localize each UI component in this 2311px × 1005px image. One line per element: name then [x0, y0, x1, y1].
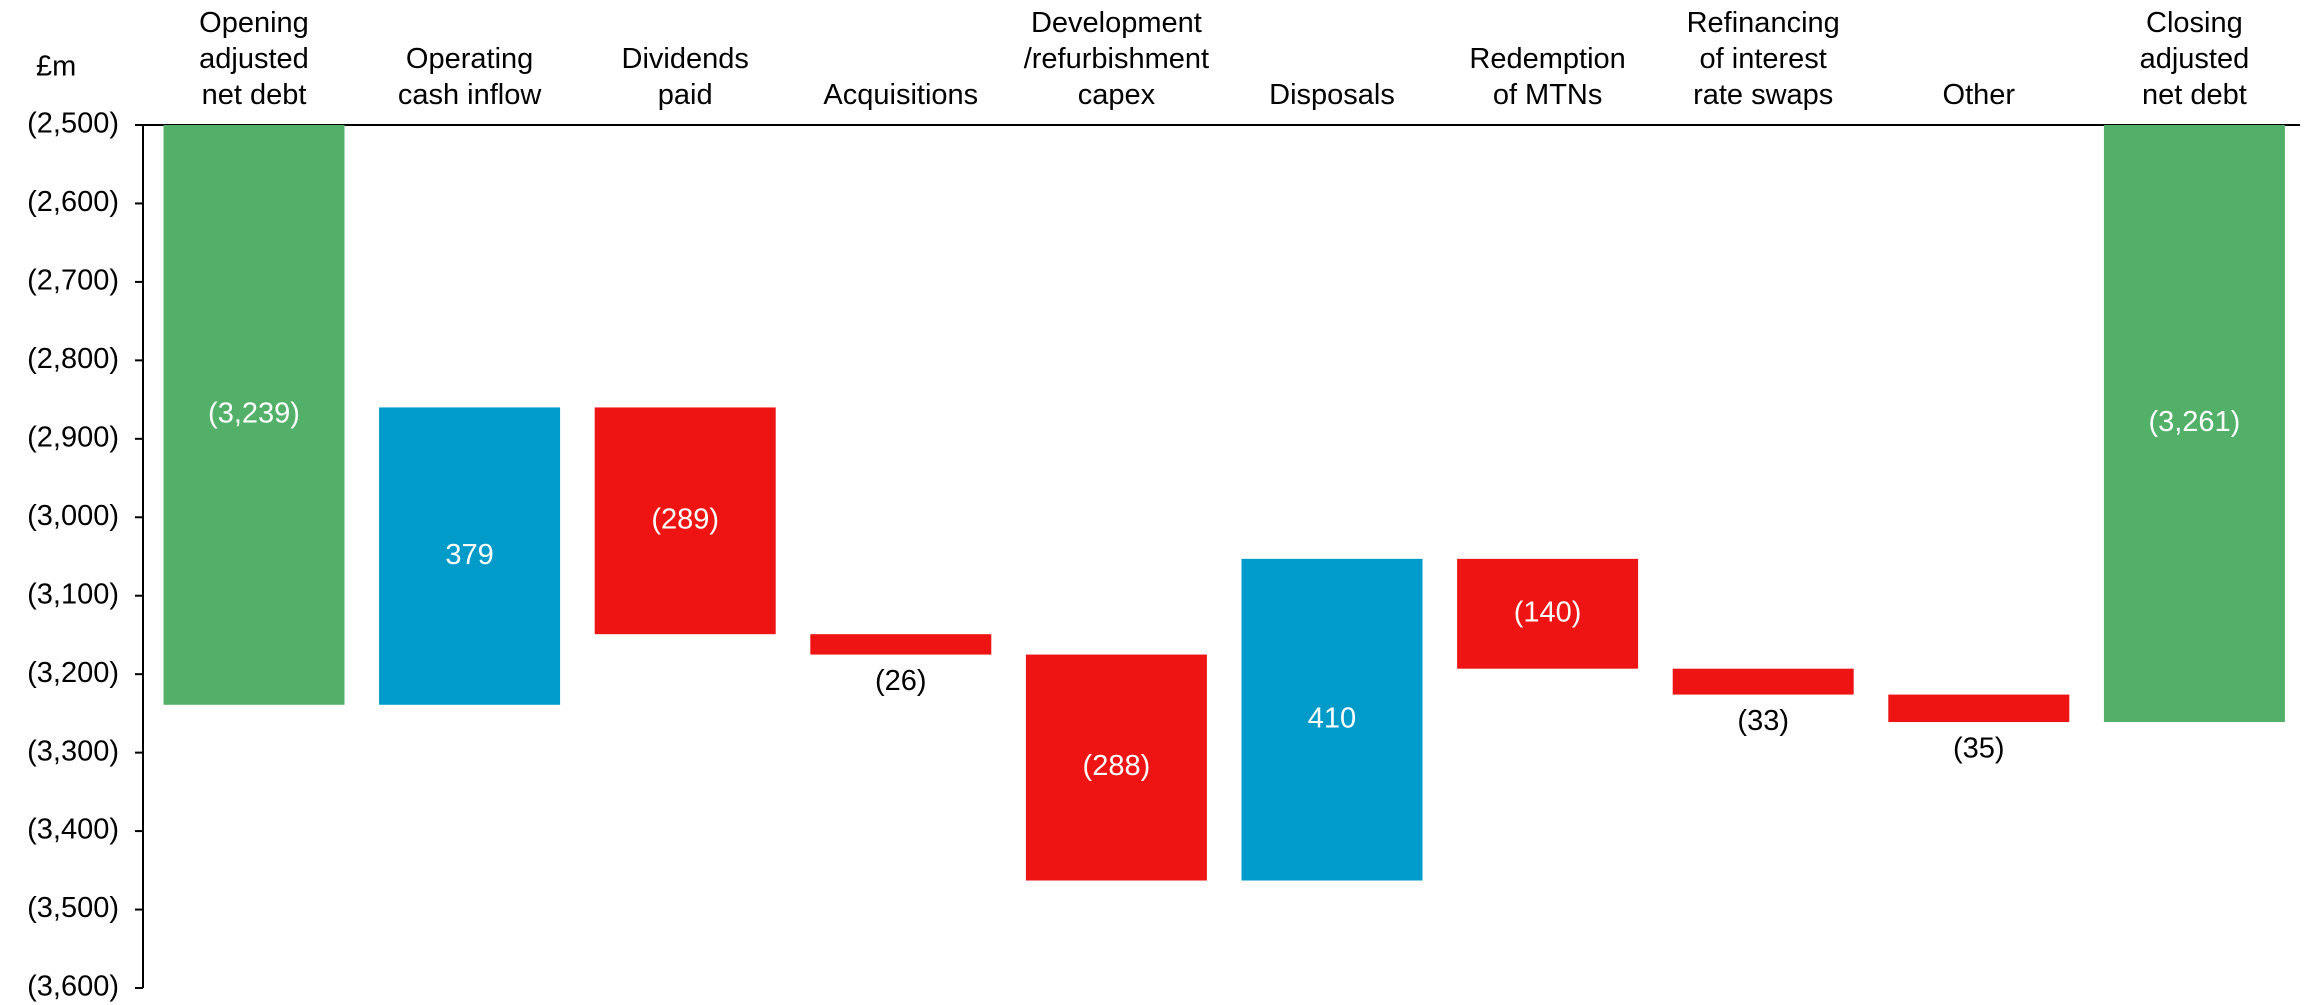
- value-label: (288): [1083, 750, 1151, 782]
- x-tick-label: Redemption of MTNs: [1469, 43, 1626, 111]
- y-tick-label: (3,200): [27, 657, 119, 689]
- y-tick-label: (3,000): [27, 500, 119, 532]
- x-tick-label: Acquisitions: [823, 79, 979, 111]
- bar: [1025, 654, 1207, 881]
- y-tick-label: (2,600): [27, 186, 119, 218]
- x-tick-label: Closing adjusted net debt: [2139, 7, 2250, 111]
- bar: [1457, 558, 1639, 669]
- value-label: (289): [651, 503, 719, 535]
- y-tick-label: (3,400): [27, 814, 119, 846]
- value-label: (3,239): [208, 398, 300, 430]
- y-tick-label: (3,600): [27, 971, 119, 1003]
- value-label: (33): [1737, 705, 1789, 737]
- value-label: (26): [875, 665, 927, 697]
- x-tick-label: Dividends paid: [621, 43, 749, 111]
- x-tick-label: Other: [1942, 79, 2016, 111]
- y-tick-label: (2,500): [27, 108, 119, 140]
- y-tick-label: (2,900): [27, 421, 119, 453]
- bar: [2103, 125, 2285, 723]
- bar: [1888, 694, 2070, 723]
- bar: [1672, 668, 1854, 695]
- x-tick-label: Operating cash inflow: [397, 43, 542, 111]
- value-label: 410: [1308, 702, 1356, 734]
- bar: [379, 407, 561, 705]
- y-tick-label: (2,800): [27, 343, 119, 375]
- bar: [163, 125, 345, 705]
- value-label: (3,261): [2148, 406, 2240, 438]
- y-tick-label: (2,700): [27, 265, 119, 297]
- x-tick-label: Development /refurbishment capex: [1023, 7, 1210, 111]
- bar: [1241, 558, 1423, 881]
- bar: [594, 407, 776, 635]
- bar: [810, 634, 992, 655]
- x-tick-label: Refinancing of interest rate swaps: [1686, 7, 1840, 111]
- y-axis-label: £m: [36, 51, 76, 83]
- y-tick-label: (3,500): [27, 892, 119, 924]
- value-label: (35): [1953, 733, 2005, 765]
- y-tick-label: (3,100): [27, 578, 119, 610]
- x-tick-label: Disposals: [1269, 79, 1395, 111]
- value-label: (140): [1514, 596, 1582, 628]
- value-label: 379: [445, 539, 493, 571]
- y-tick-label: (3,300): [27, 735, 119, 767]
- x-tick-label: Opening adjusted net debt: [199, 7, 309, 111]
